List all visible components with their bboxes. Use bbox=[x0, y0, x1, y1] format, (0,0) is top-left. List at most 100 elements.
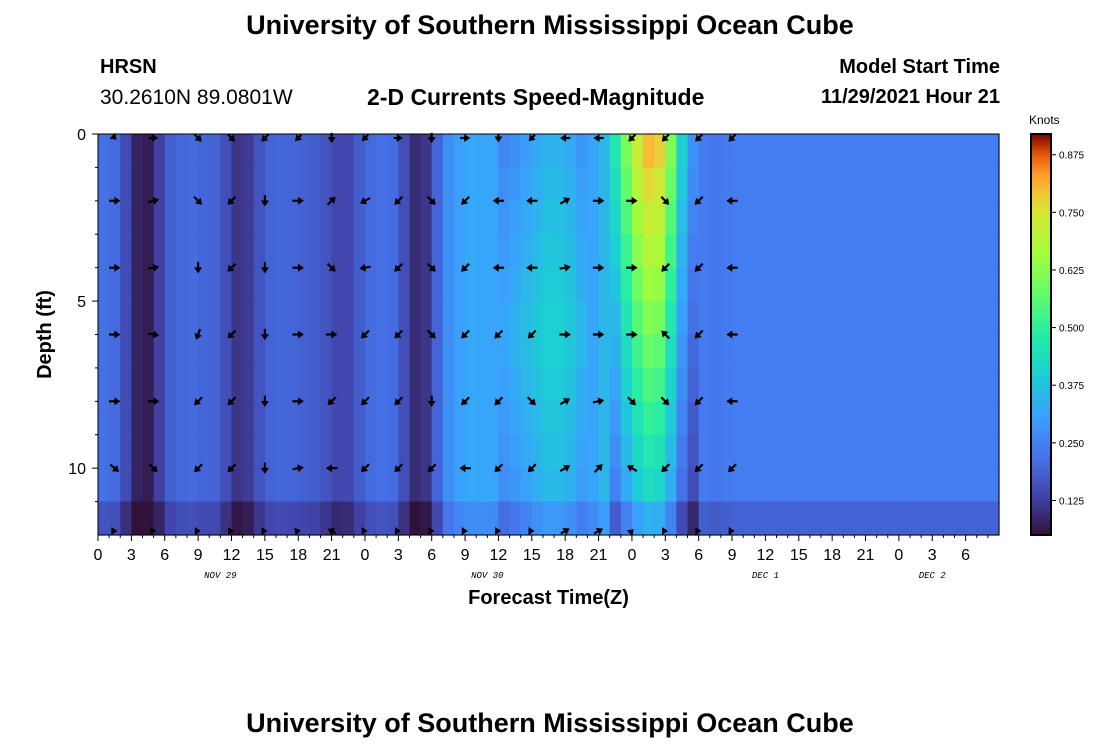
current-arrow bbox=[108, 397, 121, 406]
page-title: University of Southern Mississippi Ocean… bbox=[246, 10, 854, 40]
heatmap-cell bbox=[109, 234, 121, 269]
heatmap-cell bbox=[732, 200, 744, 235]
heatmap-cell bbox=[698, 134, 711, 169]
heatmap-cell bbox=[420, 234, 433, 269]
heatmap-cell bbox=[932, 501, 944, 536]
heatmap-cell bbox=[898, 334, 911, 369]
heatmap-cell bbox=[843, 367, 855, 402]
heatmap-cell bbox=[498, 200, 511, 235]
heatmap-cell bbox=[921, 134, 933, 169]
heatmap-cell bbox=[609, 434, 622, 469]
heatmap-cell bbox=[654, 468, 666, 503]
heatmap-cell bbox=[453, 200, 466, 235]
heatmap-cell bbox=[587, 367, 600, 402]
current-arrow bbox=[193, 133, 202, 142]
heatmap-cell bbox=[331, 234, 344, 269]
heatmap-cell bbox=[832, 200, 844, 235]
heatmap-cell bbox=[965, 367, 978, 402]
heatmap-cell bbox=[520, 134, 533, 169]
heatmap-cell bbox=[987, 501, 1000, 536]
heatmap-cell bbox=[465, 167, 477, 202]
heatmap-cell bbox=[854, 334, 867, 369]
heatmap-cell bbox=[832, 468, 844, 503]
heatmap-cell bbox=[765, 301, 778, 336]
heatmap-cell bbox=[387, 334, 399, 369]
heatmap-cell bbox=[576, 267, 589, 302]
heatmap-cell bbox=[531, 501, 544, 536]
heatmap-cell bbox=[620, 367, 633, 402]
heatmap-cell bbox=[954, 301, 967, 336]
current-arrow bbox=[394, 396, 404, 406]
heatmap-cell bbox=[620, 134, 633, 169]
heatmap-cell bbox=[309, 134, 322, 169]
heatmap-cell bbox=[598, 301, 611, 336]
heatmap-cell bbox=[186, 301, 199, 336]
footer-title: University of Southern Mississippi Ocean… bbox=[246, 708, 854, 738]
heatmap-cell bbox=[587, 134, 600, 169]
heatmap-cell bbox=[509, 468, 522, 503]
heatmap-cell bbox=[209, 301, 221, 336]
heatmap-cell bbox=[231, 134, 244, 169]
x-tick-label: 3 bbox=[661, 547, 670, 564]
current-arrow bbox=[559, 397, 571, 406]
heatmap-cell bbox=[554, 200, 566, 235]
heatmap-cell bbox=[409, 267, 422, 302]
heatmap-cell bbox=[754, 367, 766, 402]
heatmap-cell bbox=[420, 401, 433, 436]
current-arrow bbox=[695, 133, 704, 142]
heatmap-cell bbox=[576, 501, 589, 536]
heatmap-cell bbox=[476, 434, 488, 469]
heatmap-cell bbox=[898, 301, 911, 336]
heatmap-cell bbox=[498, 267, 511, 302]
station-id: HRSN bbox=[100, 56, 157, 78]
heatmap-cell bbox=[954, 367, 967, 402]
current-arrow bbox=[560, 134, 571, 142]
current-arrow bbox=[227, 133, 236, 142]
heatmap-cell bbox=[453, 134, 466, 169]
heatmap-cell bbox=[687, 468, 700, 503]
heatmap-cell bbox=[787, 301, 800, 336]
heatmap-cell bbox=[353, 134, 366, 169]
current-arrow bbox=[592, 263, 605, 272]
heatmap-cell bbox=[242, 501, 255, 536]
current-arrow bbox=[194, 527, 201, 535]
heatmap-cell bbox=[298, 234, 310, 269]
heatmap-cell bbox=[976, 267, 989, 302]
heatmap-cell bbox=[298, 267, 310, 302]
heatmap-cell bbox=[643, 334, 655, 369]
heatmap-cell bbox=[420, 200, 433, 235]
current-arrow bbox=[626, 263, 638, 272]
heatmap-cell bbox=[186, 468, 199, 503]
heatmap-cell bbox=[631, 501, 644, 536]
heatmap-cell bbox=[665, 134, 678, 169]
current-arrow bbox=[393, 134, 403, 142]
heatmap-cell bbox=[331, 200, 344, 235]
heatmap-cell bbox=[609, 367, 622, 402]
heatmap-cell bbox=[487, 301, 500, 336]
heatmap-cell bbox=[220, 267, 233, 302]
current-arrow bbox=[593, 134, 604, 142]
current-arrow bbox=[728, 527, 735, 535]
heatmap-cell bbox=[832, 401, 844, 436]
heatmap-cell bbox=[442, 501, 455, 536]
heatmap-cell bbox=[976, 367, 989, 402]
heatmap-cell bbox=[865, 434, 878, 469]
heatmap-cell bbox=[131, 434, 144, 469]
current-arrow bbox=[461, 396, 470, 406]
heatmap-cell bbox=[887, 334, 900, 369]
heatmap-cell bbox=[320, 234, 333, 269]
heatmap-cell bbox=[164, 367, 177, 402]
heatmap-cell bbox=[331, 301, 344, 336]
current-arrow bbox=[360, 396, 370, 406]
heatmap-cell bbox=[131, 501, 144, 536]
heatmap-cell bbox=[776, 434, 789, 469]
heatmap-cell bbox=[198, 134, 210, 169]
heatmap-cell bbox=[609, 301, 622, 336]
heatmap-cell bbox=[921, 434, 933, 469]
heatmap-cell bbox=[220, 367, 233, 402]
colorbar bbox=[1030, 133, 1052, 536]
heatmap-cell bbox=[109, 468, 121, 503]
heatmap-cell bbox=[865, 501, 878, 536]
heatmap-cell bbox=[987, 234, 1000, 269]
heatmap-cell bbox=[609, 468, 622, 503]
